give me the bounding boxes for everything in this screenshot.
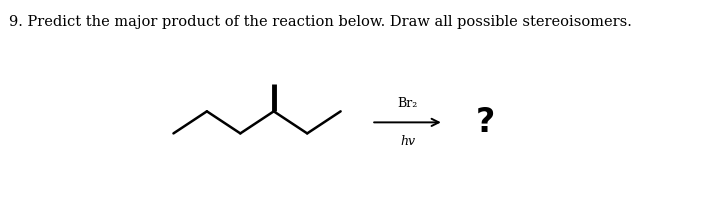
- Text: ?: ?: [476, 106, 495, 139]
- Text: 9. Predict the major product of the reaction below. Draw all possible stereoisom: 9. Predict the major product of the reac…: [9, 15, 632, 29]
- Text: hv: hv: [400, 135, 415, 147]
- Text: Br₂: Br₂: [398, 97, 418, 110]
